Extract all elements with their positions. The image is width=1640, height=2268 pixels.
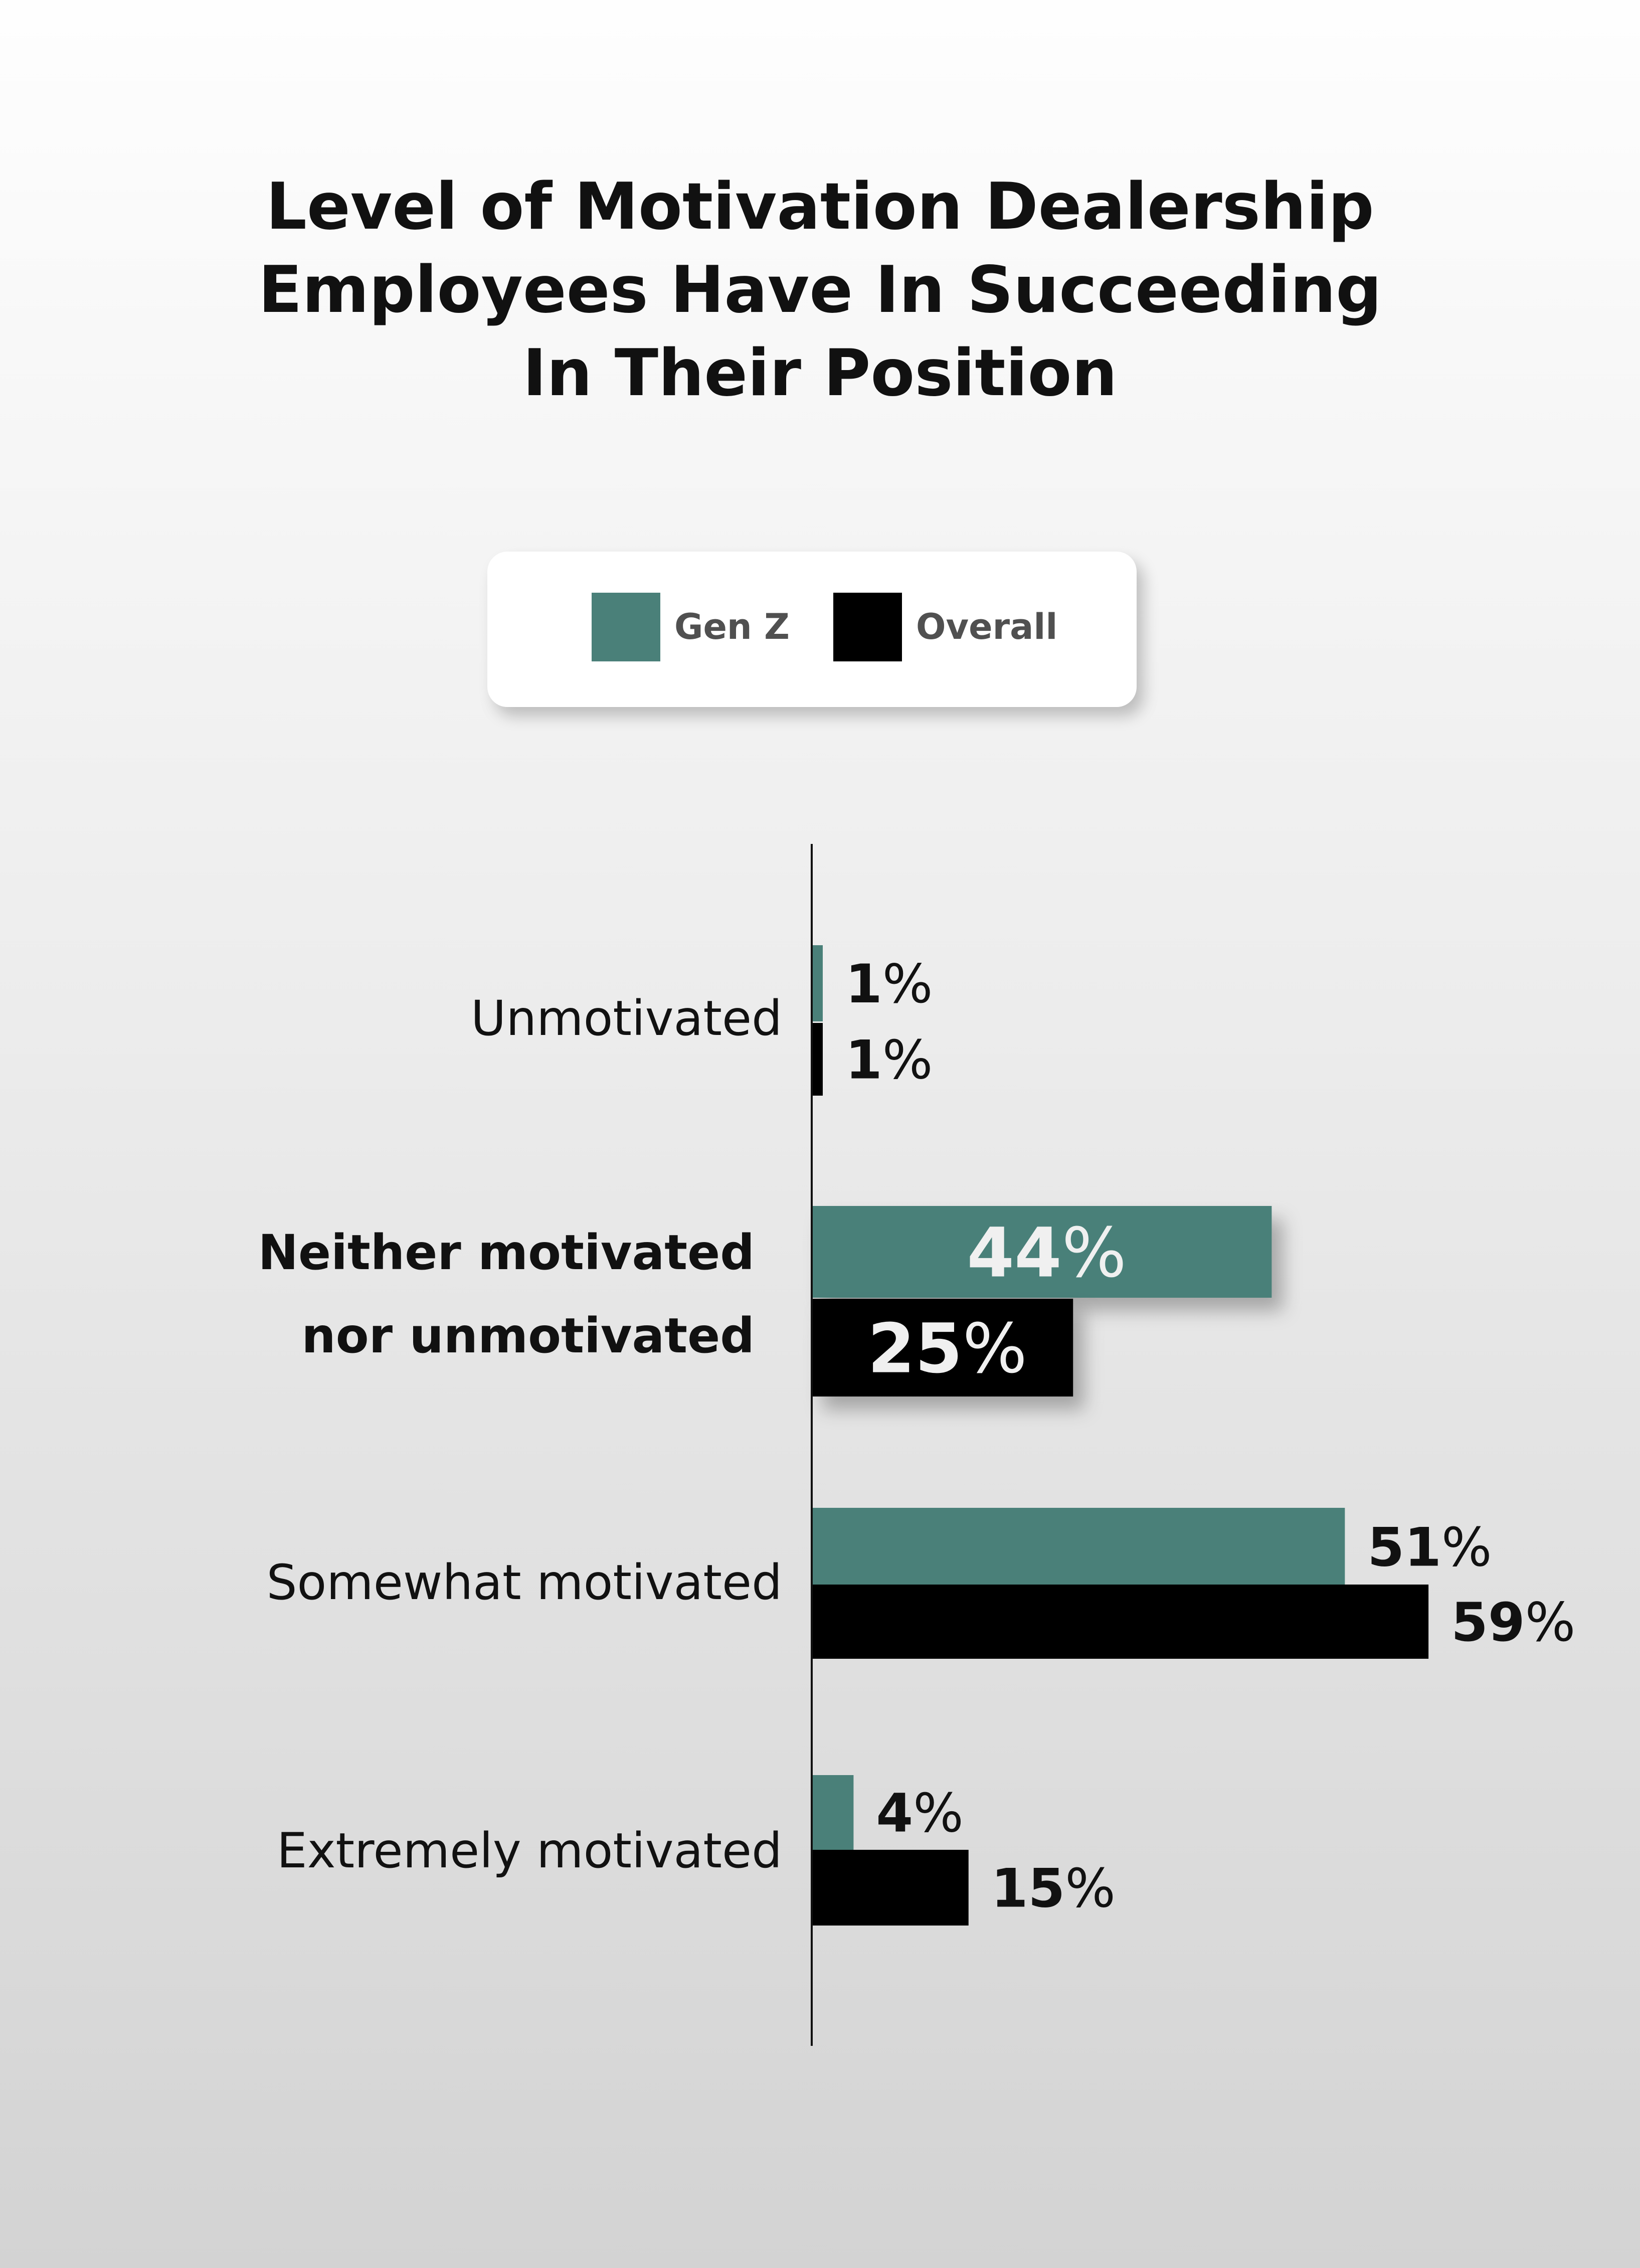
bar-overall-neither-motivated-nor-unmotivated (812, 1299, 1073, 1397)
value-label-gen-z-neither-motivated-nor-unmotivated: 44% (967, 1213, 1127, 1293)
value-label-overall-unmotivated: 1% (845, 1029, 933, 1091)
category-label-unmotivated: Unmotivated (471, 990, 782, 1046)
bar-gen-z-somewhat-motivated (812, 1508, 1345, 1586)
title-line-3: In Their Position (522, 336, 1118, 411)
legend: Gen Z Overall (487, 552, 1137, 707)
value-label-overall-somewhat-motivated: 59% (1451, 1592, 1575, 1653)
bar-overall-somewhat-motivated (812, 1585, 1429, 1659)
legend-label-gen-z: Gen Z (674, 606, 790, 647)
bar-gen-z-extremely-motivated (812, 1775, 854, 1850)
category-label-neither-motivated-nor-unmotivated-line-1: Neither motivated (258, 1225, 755, 1281)
value-label-overall-extremely-motivated: 15% (991, 1858, 1116, 1920)
bar-overall-unmotivated (812, 1023, 823, 1096)
legend-item-gen-z: Gen Z (592, 592, 790, 661)
legend-swatch-overall (833, 592, 902, 661)
title-line-2: Employees Have In Succeeding (258, 253, 1382, 327)
bar-gen-z-unmotivated (812, 945, 823, 1021)
title-line-1: Level of Motivation Dealership (266, 169, 1374, 244)
bar-gen-z-neither-motivated-nor-unmotivated (812, 1206, 1272, 1298)
value-label-gen-z-unmotivated: 1% (845, 953, 933, 1015)
chart-title: Level of Motivation Dealership Employees… (0, 165, 1640, 415)
value-label-gen-z-extremely-motivated: 4% (876, 1783, 964, 1844)
category-label-neither-motivated-nor-unmotivated-line-2: nor unmotivated (301, 1308, 755, 1364)
value-label-gen-z-somewhat-motivated: 51% (1367, 1517, 1492, 1579)
category-label-somewhat-motivated: Somewhat motivated (267, 1554, 782, 1611)
value-label-overall-neither-motivated-nor-unmotivated: 25% (867, 1309, 1027, 1388)
bar-overall-extremely-motivated (812, 1850, 969, 1926)
category-label-extremely-motivated: Extremely motivated (277, 1823, 782, 1879)
legend-swatch-gen-z (592, 592, 660, 661)
legend-item-overall: Overall (833, 592, 1058, 661)
legend-label-overall: Overall (916, 606, 1058, 647)
